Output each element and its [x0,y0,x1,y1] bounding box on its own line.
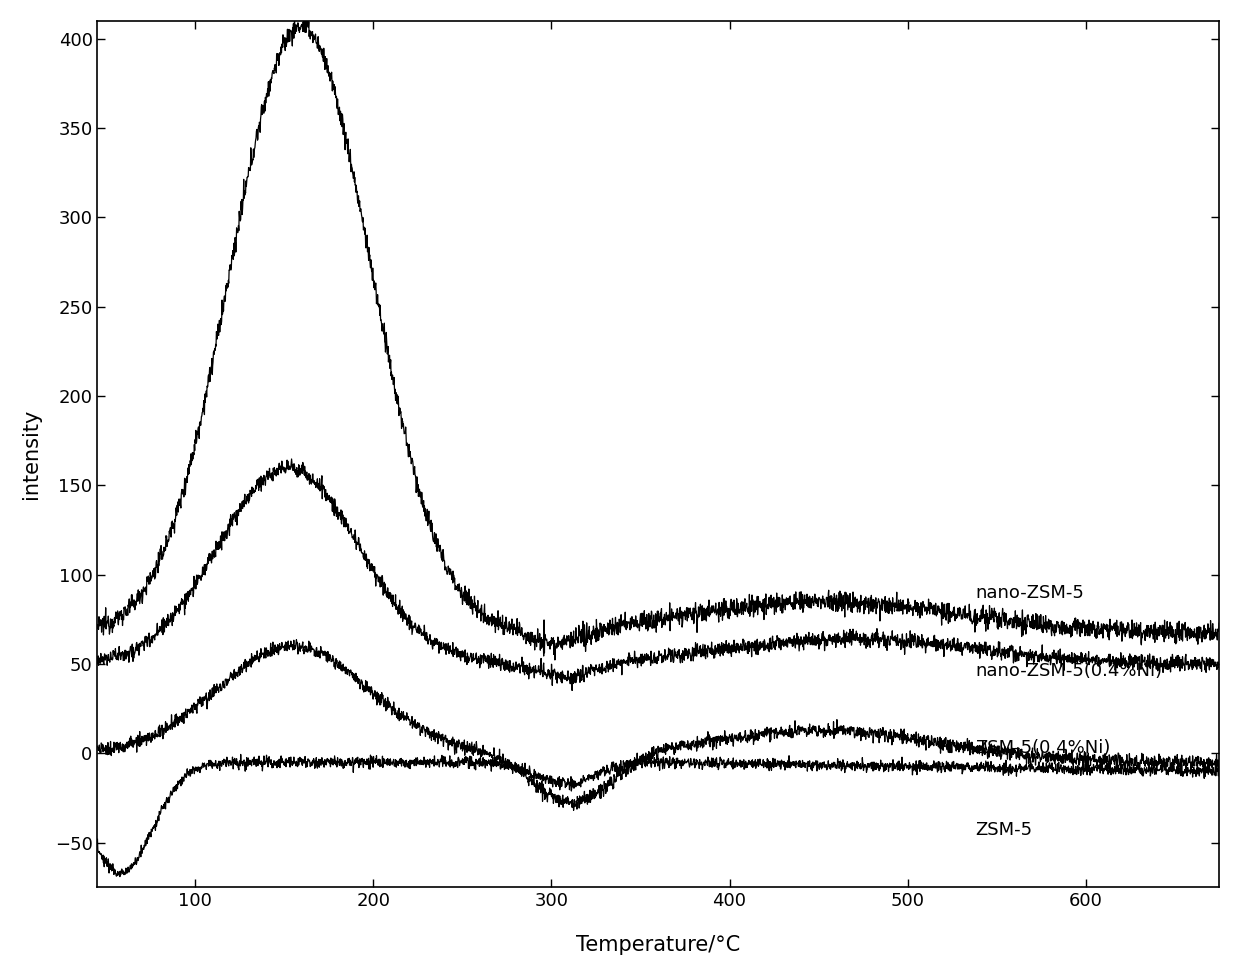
Text: ZSM-5: ZSM-5 [975,821,1033,839]
Text: nano-ZSM-5: nano-ZSM-5 [975,584,1084,601]
Y-axis label: intensity: intensity [21,409,41,500]
X-axis label: Temperature/°C: Temperature/°C [577,935,740,956]
Text: nano-ZSM-5(0.4%Ni): nano-ZSM-5(0.4%Ni) [975,662,1162,680]
Text: ZSM-5(0.4%Ni): ZSM-5(0.4%Ni) [975,739,1111,757]
